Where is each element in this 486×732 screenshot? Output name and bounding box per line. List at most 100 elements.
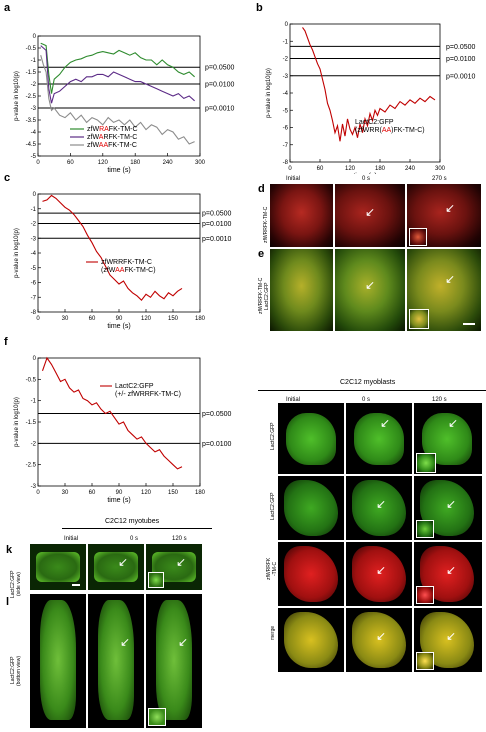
inset-zoom: [409, 309, 429, 329]
legend-label: zfWRAFK-TM-C: [87, 126, 138, 133]
chart-b: p=0.0500 p=0.0100 p=0.0010 0 60 120 180 240 300 0…: [266, 22, 475, 174]
y-tick-label: -2: [283, 57, 289, 63]
micrograph-e-270s: ↙: [407, 249, 481, 331]
micrograph-h-initial: [278, 476, 344, 540]
panel-letter-d: d: [258, 183, 265, 195]
micrograph-g-initial: [278, 403, 344, 474]
arrow-icon: ↙: [176, 555, 187, 569]
inset-zoom: [416, 652, 434, 670]
threshold-label: p=0.0500: [446, 44, 475, 51]
micrograph-h-0s: ↙: [346, 476, 412, 540]
chart-f: p=0.0500 p=0.0100 0 30 60 90 120 150 180 0 -0.5 -1 -…: [14, 356, 231, 504]
threshold-label: p=0.0100: [202, 441, 231, 448]
micrograph-d-270s: ↙: [407, 184, 481, 247]
y-axis-label: p-value in log10(p): [14, 228, 20, 278]
panel-letter-b: b: [256, 2, 263, 14]
threshold-label: p=0.0100: [202, 221, 231, 228]
arrow-icon: ↙: [445, 201, 456, 215]
scale-bar: [72, 584, 80, 586]
y-tick-label: -1: [31, 399, 37, 405]
x-tick-label: 240: [405, 166, 416, 172]
inset-zoom: [416, 586, 434, 604]
y-tick-label: -4: [31, 251, 37, 257]
y-tick-label: -5: [31, 266, 37, 272]
chart-c: p=0.0500 p=0.0100 p=0.0010 0 30 60 90 120 150 180…: [14, 192, 231, 330]
y-tick-label: -3: [31, 484, 37, 490]
x-tick-label: 180: [130, 160, 141, 166]
col-label-initial-k: Initial: [64, 536, 79, 542]
myotubes-divider: [62, 528, 212, 529]
x-tick-label: 120: [345, 166, 356, 172]
arrow-icon: ↙: [376, 629, 387, 643]
legend-label: zfWAAFK-TM-C: [87, 142, 137, 149]
series-line: [41, 356, 183, 470]
row-label-d: zfWRRFK-TM-C: [263, 206, 269, 243]
arrow-icon: ↙: [380, 416, 391, 430]
arrow-icon: ↙: [446, 629, 457, 643]
x-tick-label: 0: [36, 160, 40, 166]
col-label-0s-k: 0 s: [130, 536, 139, 542]
micrograph-i-initial: [278, 542, 344, 606]
x-tick-label: 60: [89, 316, 96, 322]
y-tick-label: -0.5: [26, 46, 37, 52]
inset-zoom: [148, 572, 164, 588]
micrograph-g-0s: ↙: [346, 403, 412, 474]
arrow-icon: ↙: [446, 563, 457, 577]
x-axis-label: time (s): [107, 323, 130, 330]
arrow-icon: ↙: [376, 497, 387, 511]
series-line: [42, 194, 183, 302]
y-tick-label: -1: [283, 39, 289, 45]
panel-letter-f: f: [4, 336, 8, 348]
y-tick-label: -2: [31, 82, 37, 88]
inset-zoom: [409, 228, 427, 246]
col-label-initial: Initial: [286, 176, 301, 182]
x-tick-label: 120: [98, 160, 109, 166]
legend-label: LactC2:GFP: [115, 383, 154, 390]
y-tick-label: -5: [283, 108, 289, 114]
x-axis-label: time (s): [353, 173, 376, 174]
arrow-icon: ↙: [365, 205, 376, 219]
legend-label: (zfWAAFK-TM-C): [101, 267, 156, 274]
plot-frame: [37, 193, 201, 313]
y-axis-label: p-value in log10(p): [266, 68, 272, 118]
col-label-0s: 0 s: [362, 176, 371, 182]
micrograph-h-120s: ↙: [414, 476, 482, 540]
y-tick-label: -2.5: [26, 463, 37, 469]
y-tick-label: 0: [33, 192, 37, 198]
inset-zoom: [416, 520, 434, 538]
chart-a: p=0.0500 p=0.0100 p=0.0010 0 60 120 180 240 300 0…: [14, 34, 234, 174]
plot-frame: [289, 23, 441, 163]
x-tick-label: 60: [67, 160, 74, 166]
arrow-icon: ↙: [445, 272, 456, 286]
y-axis-label: p-value in log10(p): [14, 71, 20, 121]
y-tick-label: -6: [31, 281, 37, 287]
x-axis-label: time (s): [107, 497, 130, 504]
threshold-label: p=0.0500: [205, 65, 234, 72]
y-tick-label: -7: [31, 295, 37, 301]
micrograph-j-0s: ↙: [346, 608, 412, 672]
y-tick-label: -0.5: [26, 377, 37, 383]
x-tick-label: 0: [36, 490, 40, 496]
panel-letter-l: l: [6, 596, 10, 608]
x-tick-label: 240: [163, 160, 174, 166]
x-tick-label: 90: [116, 490, 123, 496]
row-label-g: LactC2:GFP: [270, 422, 276, 450]
x-tick-label: 180: [195, 490, 206, 496]
x-tick-label: 180: [375, 166, 386, 172]
myotubes-title: C2C12 myotubes: [105, 518, 160, 525]
y-tick-label: -3: [283, 74, 289, 80]
micrograph-i-120s: ↙: [414, 542, 482, 606]
arrow-icon: ↙: [376, 563, 387, 577]
x-tick-label: 90: [116, 316, 123, 322]
col-label-270s: 270 s: [432, 176, 447, 182]
threshold-label: p=0.0100: [446, 56, 475, 63]
threshold-label: p=0.0010: [202, 236, 231, 243]
series-line: [40, 42, 195, 94]
y-tick-label: 0: [285, 22, 289, 28]
arrow-icon: ↙: [118, 555, 129, 569]
threshold-label: p=0.0500: [202, 411, 231, 418]
y-tick-label: -3: [31, 106, 37, 112]
legend-label: (zfWRR(AA)FK-TM-C): [355, 127, 425, 134]
x-tick-label: 60: [317, 166, 324, 172]
arrow-icon: ↙: [448, 416, 459, 430]
